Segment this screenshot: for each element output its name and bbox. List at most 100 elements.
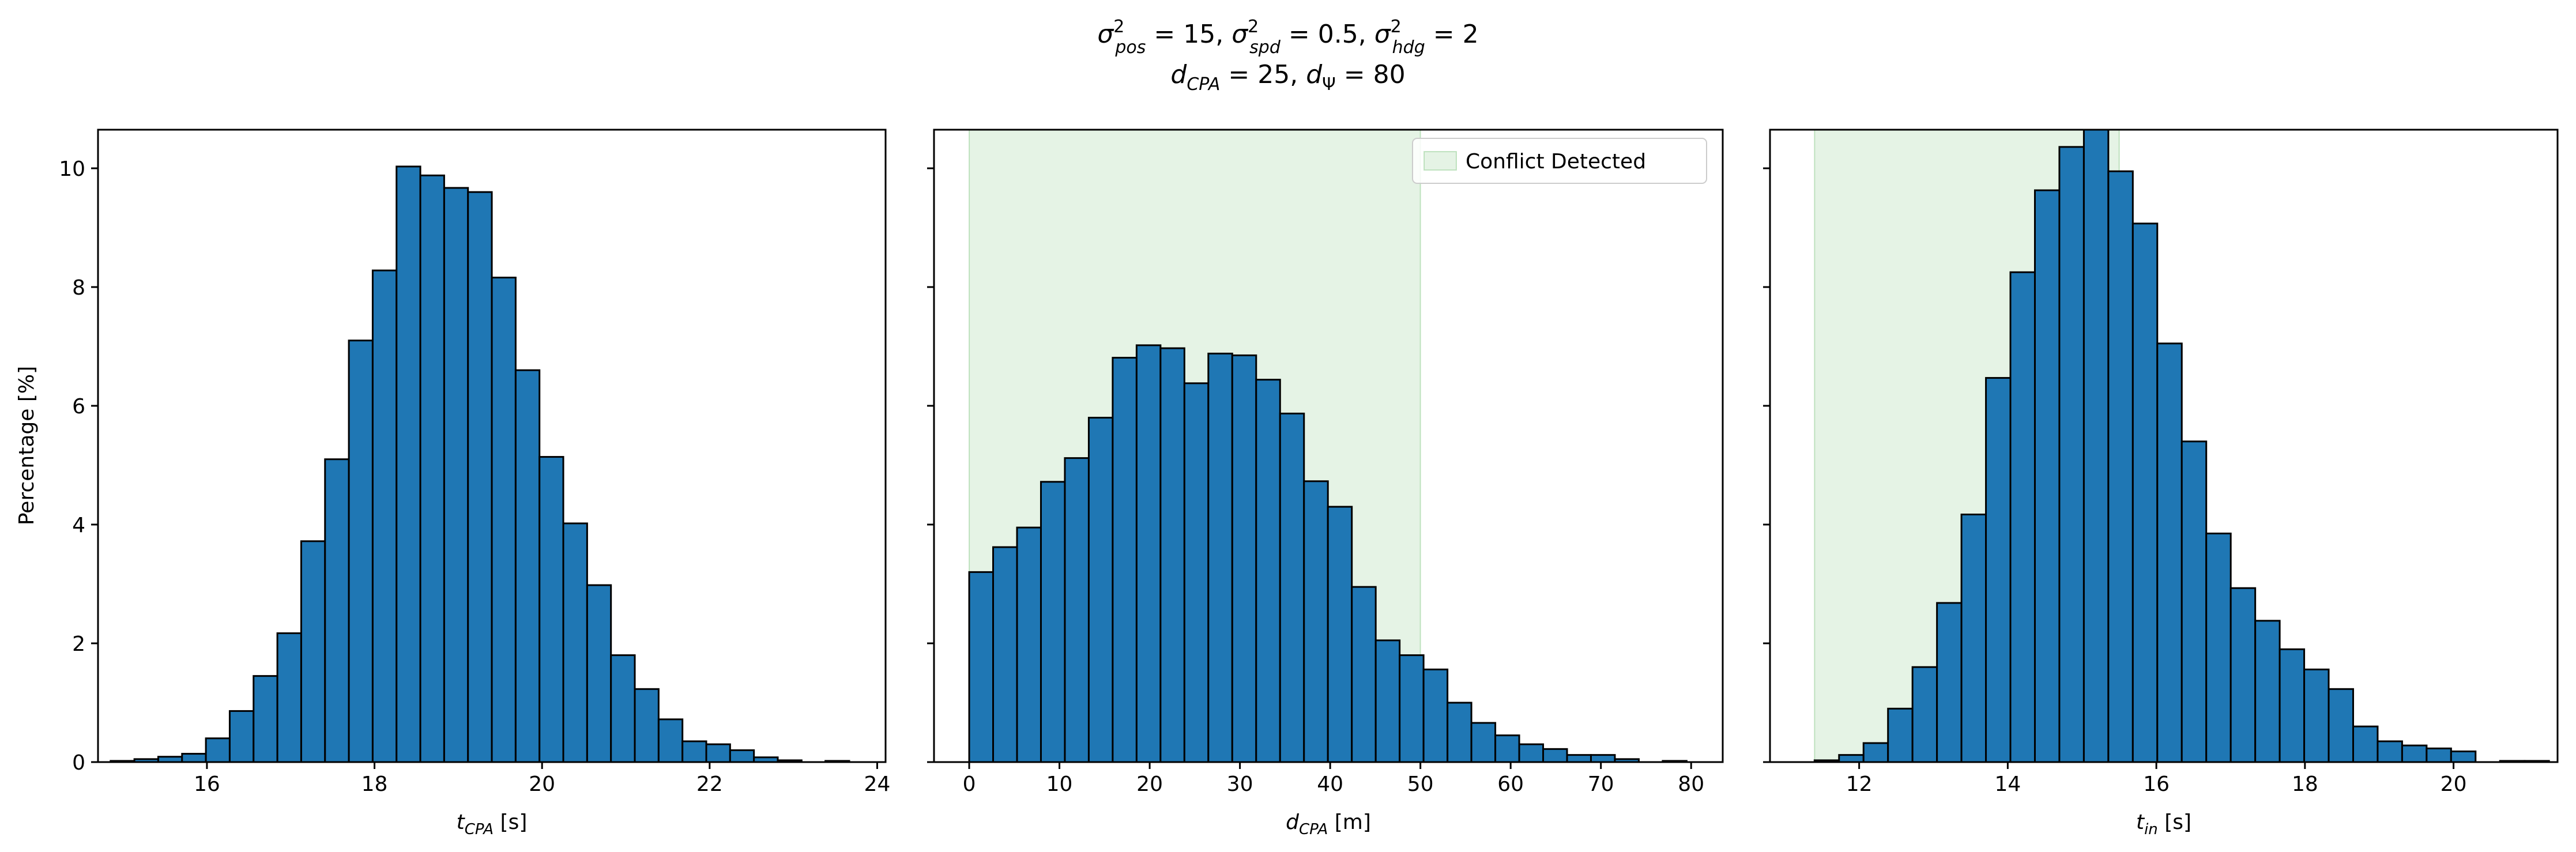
histogram-bar [2450,750,2477,763]
histogram-bar [514,369,541,763]
histogram-bar [2352,725,2379,763]
histogram-bar [300,540,326,763]
histogram-dcpa-panel: 0 10 20 30 40 50 60 70 80 dCPA [m] Conflict Dete… [927,129,1724,838]
x-tick-label: 80 [1678,772,1704,796]
histogram-bar [2401,744,2428,763]
histogram-bar [2229,587,2257,763]
x-tick-label: 30 [1227,772,1253,796]
histogram-bar [491,276,517,763]
histogram-bar [1159,347,1185,763]
histogram-bar [324,458,350,763]
histogram-bar [396,165,421,763]
histogram-bar [2082,129,2110,763]
histogram-bar [1207,352,1233,763]
histogram-bar [705,743,731,763]
x-tick-label: 50 [1407,772,1434,796]
histogram-bar [2377,740,2403,763]
histogram-bar [634,688,660,763]
histogram-bar [1518,743,1545,763]
x-tick-label: 20 [2441,772,2467,796]
histogram-bar [1183,382,1210,763]
histogram-bar [205,737,231,763]
x-tick-label: 16 [194,772,220,796]
histogram-bar [1862,742,1889,763]
x-tick-label: 18 [361,772,388,796]
histogram-bar [586,584,612,763]
y-tick-label: 2 [72,632,85,656]
histogram-bar [2131,223,2159,763]
histogram-bar [2180,440,2208,763]
histogram-bar [1422,668,1449,763]
x-axis-label-tin: tin [s] [2136,810,2191,838]
histogram-bar [2033,189,2061,763]
histogram-bar [1590,754,1616,763]
histogram-bar [2303,668,2330,763]
y-tick-label: 6 [72,395,85,419]
histogram-bar [538,456,564,763]
histogram-bar [1374,639,1401,763]
histogram-bar [1135,344,1162,763]
y-tick-label: 8 [72,276,85,300]
histogram-bar [2328,688,2354,763]
histogram-bar [992,546,1018,763]
histogram-bar [2279,648,2306,763]
x-tick-label: 12 [1846,772,1873,796]
histogram-bar [1985,377,2012,763]
histogram-bar [729,749,755,763]
legend: Conflict Detected [1412,138,1707,184]
y-tick-label: 10 [59,157,85,181]
histogram-bar [1399,654,1425,763]
x-tick-label: 40 [1317,772,1343,796]
histogram-bar [1911,666,1938,763]
histogram-bar [467,191,493,763]
histogram-bar [1494,734,1520,763]
histogram-bar [610,654,636,763]
histogram-bar [2009,271,2036,763]
histogram-bar [657,718,684,763]
histogram-bar [1279,412,1305,763]
histogram-bar [562,522,588,763]
histogram-bar [1255,379,1281,763]
histogram-bar [371,269,398,763]
histogram-bar [443,187,469,763]
x-axis-label-tcpa: tCPA [s] [457,810,528,838]
histogram-bar [1566,754,1592,763]
x-tick-label: 20 [1136,772,1163,796]
histogram-bar [1470,722,1497,763]
histogram-bar [181,753,207,763]
histogram-bar [2156,342,2183,763]
histogram-bar [1064,457,1090,763]
x-tick-label: 10 [1046,772,1073,796]
histogram-bar [1542,748,1568,763]
histogram-bar [2205,532,2232,763]
x-tick-label: 22 [696,772,723,796]
histogram-bar [1327,506,1353,763]
legend-frame [1412,138,1707,184]
legend-label: Conflict Detected [1466,150,1646,174]
histogram-bar [1351,586,1377,763]
histogram-bar [2426,747,2452,763]
histogram-bar [1040,481,1066,763]
legend-swatch [1423,151,1457,171]
histogram-bar [1303,480,1329,763]
histogram-bar [1112,357,1138,763]
axes-frame [1769,129,2559,763]
figure-title-line2: dCPA = 25, dΨ = 80 [1170,60,1405,95]
y-tick-label: 0 [72,751,85,775]
histogram-bar [419,174,445,763]
histogram-bar [1936,602,1963,763]
histogram-bar [348,340,374,763]
x-tick-label: 24 [864,772,891,796]
histogram-bar [253,675,278,763]
x-tick-label: 16 [2143,772,2170,796]
histogram-bar [2254,620,2281,763]
x-tick-label: 20 [529,772,555,796]
histogram-bar [1087,417,1114,763]
axes-frame [97,129,887,763]
histogram-bar [1887,707,1914,763]
x-tick-label: 70 [1588,772,1614,796]
histogram-bar [968,571,995,763]
histogram-bar [1447,702,1472,763]
